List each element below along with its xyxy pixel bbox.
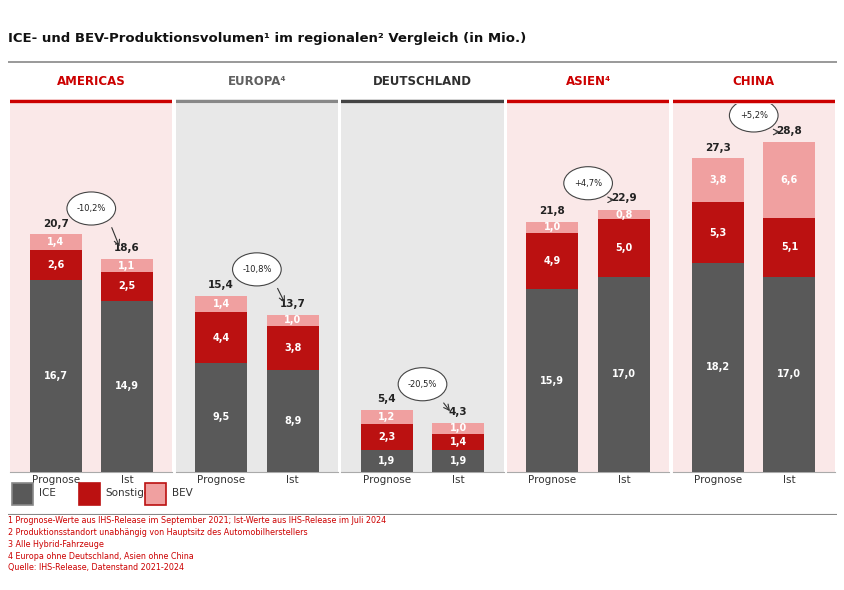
- Bar: [30, 280, 81, 472]
- Text: -20,5%: -20,5%: [408, 380, 436, 389]
- Bar: [30, 250, 81, 280]
- Bar: [267, 314, 318, 326]
- Text: 5,1: 5,1: [780, 242, 797, 253]
- Text: ASIEN⁴: ASIEN⁴: [565, 75, 610, 88]
- Bar: [598, 219, 649, 277]
- Text: 1,9: 1,9: [449, 456, 466, 466]
- Bar: [526, 222, 577, 233]
- Text: 1,2: 1,2: [378, 412, 395, 422]
- Text: 1,9: 1,9: [378, 456, 395, 466]
- Ellipse shape: [563, 167, 612, 200]
- Text: 1,4: 1,4: [47, 237, 64, 247]
- Bar: [691, 202, 743, 263]
- FancyBboxPatch shape: [145, 483, 166, 506]
- Bar: [598, 210, 649, 219]
- Text: +5,2%: +5,2%: [738, 111, 767, 120]
- Bar: [195, 363, 246, 472]
- Text: 20,7: 20,7: [42, 219, 68, 229]
- Text: 3,8: 3,8: [708, 175, 726, 185]
- Text: AMERICAS: AMERICAS: [57, 75, 126, 88]
- Text: 3 Alle Hybrid-Fahrzeuge: 3 Alle Hybrid-Fahrzeuge: [8, 540, 104, 549]
- Text: Sonstige³: Sonstige³: [106, 489, 154, 499]
- Text: 17,0: 17,0: [611, 369, 635, 379]
- Bar: [526, 233, 577, 289]
- Text: 2,5: 2,5: [118, 281, 135, 291]
- Bar: [691, 159, 743, 202]
- Bar: [691, 263, 743, 472]
- Text: ICE: ICE: [39, 489, 56, 499]
- Bar: [763, 142, 814, 218]
- Bar: [432, 422, 484, 434]
- Text: 1,0: 1,0: [284, 316, 300, 325]
- Text: 21,8: 21,8: [539, 206, 565, 216]
- Text: DEUTSCHLAND: DEUTSCHLAND: [372, 75, 472, 88]
- FancyBboxPatch shape: [78, 483, 100, 506]
- Text: 18,6: 18,6: [114, 243, 139, 253]
- Bar: [30, 234, 81, 250]
- Text: 15,9: 15,9: [540, 376, 564, 386]
- Text: 5,3: 5,3: [709, 228, 726, 238]
- Bar: [360, 410, 412, 424]
- Text: ICE- und BEV-Produktionsvolumen¹ im regionalen² Vergleich (in Mio.): ICE- und BEV-Produktionsvolumen¹ im regi…: [8, 32, 526, 45]
- Text: BEV: BEV: [172, 489, 192, 499]
- Bar: [267, 326, 318, 370]
- Ellipse shape: [67, 192, 116, 225]
- Text: 1,4: 1,4: [213, 299, 230, 309]
- Bar: [360, 450, 412, 472]
- Bar: [267, 370, 318, 472]
- Bar: [526, 289, 577, 472]
- FancyBboxPatch shape: [13, 483, 33, 506]
- Text: +4,7%: +4,7%: [573, 179, 602, 188]
- Bar: [432, 434, 484, 450]
- Text: 1 Prognose-Werte aus IHS-Release im September 2021; Ist-Werte aus IHS-Release im: 1 Prognose-Werte aus IHS-Release im Sept…: [8, 516, 386, 525]
- Ellipse shape: [398, 368, 446, 401]
- Text: 2 Produktionsstandort unabhängig von Hauptsitz des Automobilherstellers: 2 Produktionsstandort unabhängig von Hau…: [8, 528, 308, 537]
- Bar: [360, 424, 412, 450]
- Text: 8,9: 8,9: [284, 416, 301, 426]
- Text: 18,2: 18,2: [705, 362, 729, 372]
- Text: 2,6: 2,6: [47, 260, 64, 270]
- Text: -10,8%: -10,8%: [242, 265, 271, 274]
- Ellipse shape: [232, 253, 281, 286]
- Text: 9,5: 9,5: [213, 412, 230, 422]
- Bar: [101, 301, 153, 472]
- Text: 17,0: 17,0: [776, 369, 800, 379]
- Text: 3,8: 3,8: [284, 343, 301, 353]
- Bar: [598, 277, 649, 472]
- Text: 22,9: 22,9: [610, 194, 636, 204]
- Text: 4,3: 4,3: [448, 407, 467, 417]
- Bar: [101, 272, 153, 301]
- Text: 4,4: 4,4: [213, 333, 230, 343]
- Text: 6,6: 6,6: [780, 175, 797, 185]
- Text: 2,3: 2,3: [378, 432, 395, 442]
- Text: 28,8: 28,8: [776, 126, 801, 136]
- Bar: [195, 296, 246, 312]
- Text: 14,9: 14,9: [115, 381, 138, 391]
- Text: 1,0: 1,0: [544, 222, 560, 232]
- Ellipse shape: [728, 99, 777, 132]
- Text: 1,0: 1,0: [449, 424, 466, 433]
- Bar: [101, 260, 153, 272]
- Text: CHINA: CHINA: [732, 75, 774, 88]
- Text: 1,4: 1,4: [449, 437, 466, 447]
- Bar: [432, 450, 484, 472]
- Text: 5,0: 5,0: [614, 243, 631, 253]
- Text: 16,7: 16,7: [44, 371, 68, 381]
- Text: 15,4: 15,4: [208, 280, 234, 290]
- Text: 4 Europa ohne Deutschland, Asien ohne China: 4 Europa ohne Deutschland, Asien ohne Ch…: [8, 552, 194, 560]
- Text: EUROPA⁴: EUROPA⁴: [227, 75, 286, 88]
- Text: 5,4: 5,4: [377, 395, 396, 405]
- Bar: [763, 277, 814, 472]
- Text: 0,8: 0,8: [614, 209, 632, 219]
- Text: Quelle: IHS-Release, Datenstand 2021-2024: Quelle: IHS-Release, Datenstand 2021-202…: [8, 563, 184, 572]
- Bar: [763, 218, 814, 277]
- Bar: [195, 312, 246, 363]
- Text: 1,1: 1,1: [118, 261, 135, 271]
- Text: 4,9: 4,9: [544, 256, 560, 266]
- Text: 27,3: 27,3: [704, 143, 730, 153]
- Text: 13,7: 13,7: [279, 299, 306, 309]
- Text: -10,2%: -10,2%: [77, 204, 106, 213]
